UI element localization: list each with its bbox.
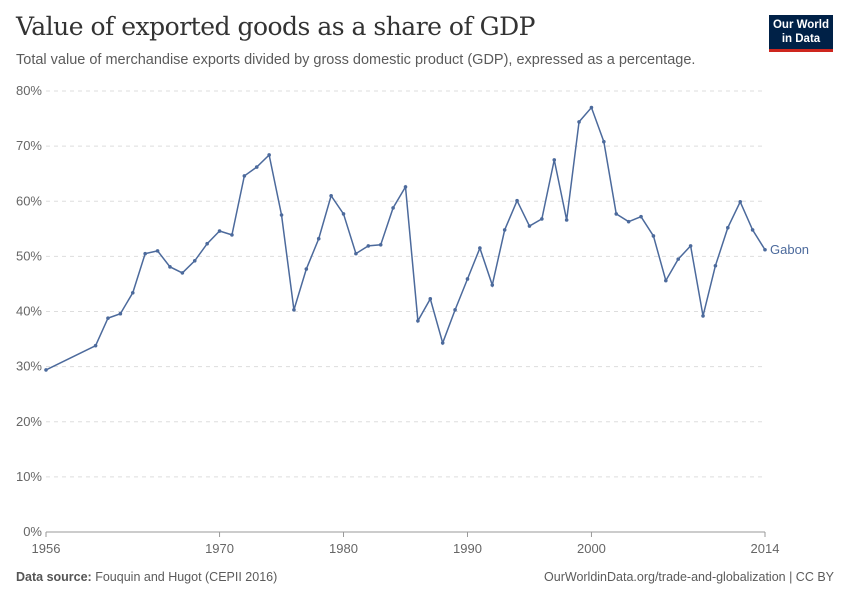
data-point (416, 319, 420, 323)
data-point (738, 200, 743, 204)
data-point (688, 244, 693, 248)
data-point (143, 251, 147, 256)
line-chart: 0% 10% 20% 30% 40% 50% 60% 70% 80% 1956 1970 1980 19… (16, 83, 809, 556)
data-point (552, 158, 557, 162)
series-label: Gabon (770, 242, 809, 257)
data-point (106, 316, 110, 320)
x-tick-label: 2014 (751, 541, 780, 556)
data-point (267, 153, 271, 157)
y-tick-label: 80% (16, 83, 42, 98)
data-point (118, 311, 123, 316)
data-point (440, 341, 445, 345)
data-point (316, 236, 321, 241)
data-point (502, 228, 507, 232)
data-point (192, 258, 197, 263)
footer-url[interactable]: OurWorldinData.org/trade-and-globalizati… (544, 570, 834, 584)
data-point (478, 246, 482, 250)
data-point (465, 277, 470, 281)
data-point (589, 105, 594, 110)
chart-title: Value of exported goods as a share of GD… (16, 12, 535, 41)
data-point (304, 267, 309, 271)
data-point (515, 198, 519, 203)
x-tick-label: 1990 (453, 541, 482, 556)
data-point (428, 297, 433, 301)
data-point (540, 217, 544, 221)
data-point (205, 241, 209, 246)
data-point (763, 247, 767, 252)
y-tick-label: 30% (16, 359, 42, 374)
data-point (602, 139, 606, 144)
data-point (676, 257, 681, 261)
data-point (564, 218, 569, 222)
data-point (664, 278, 668, 283)
data-point (217, 229, 222, 233)
data-point (341, 212, 346, 216)
y-tick-label: 60% (16, 193, 42, 208)
data-point (750, 228, 755, 232)
y-tick-label: 40% (16, 304, 42, 319)
data-point (292, 308, 296, 312)
data-point (254, 165, 259, 169)
data-point (378, 242, 383, 247)
data-point (577, 120, 581, 124)
data-point (639, 214, 643, 219)
data-source: Data source: Fouquin and Hugot (CEPII 20… (16, 570, 277, 584)
x-tick-label: 2000 (577, 541, 606, 556)
data-point (626, 219, 631, 224)
data-point (279, 213, 284, 217)
data-point (726, 225, 730, 230)
data-point (242, 174, 247, 178)
chart-subtitle: Total value of merchandise exports divid… (16, 52, 696, 68)
data-point (230, 233, 234, 237)
data-point (701, 314, 705, 318)
data-point (651, 234, 656, 238)
data-point (527, 224, 532, 228)
source-label: Data source: (16, 570, 92, 584)
y-tick-label: 70% (16, 138, 42, 153)
y-tick-label: 50% (16, 248, 42, 263)
x-tick-label: 1956 (32, 541, 61, 556)
data-point (453, 308, 457, 312)
data-point (614, 212, 619, 216)
y-tick-label: 0% (23, 524, 42, 539)
data-point (44, 368, 48, 372)
data-point (490, 283, 495, 287)
y-tick-label: 10% (16, 469, 42, 484)
data-point (130, 290, 135, 295)
data-point (180, 271, 185, 275)
series-line (45, 106, 766, 371)
y-tick-label: 20% (16, 414, 42, 429)
data-point (403, 185, 408, 189)
owid-logo[interactable]: Our World in Data (769, 15, 833, 52)
data-point (713, 263, 718, 268)
data-point (155, 249, 160, 253)
source-text[interactable]: Fouquin and Hugot (CEPII 2016) (95, 570, 278, 584)
data-point (391, 206, 395, 210)
data-point (168, 265, 172, 269)
x-tick-label: 1970 (205, 541, 234, 556)
data-point (354, 251, 358, 256)
x-tick-label: 1980 (329, 541, 358, 556)
data-point (93, 343, 98, 348)
data-point (329, 193, 333, 198)
data-point (366, 244, 371, 248)
